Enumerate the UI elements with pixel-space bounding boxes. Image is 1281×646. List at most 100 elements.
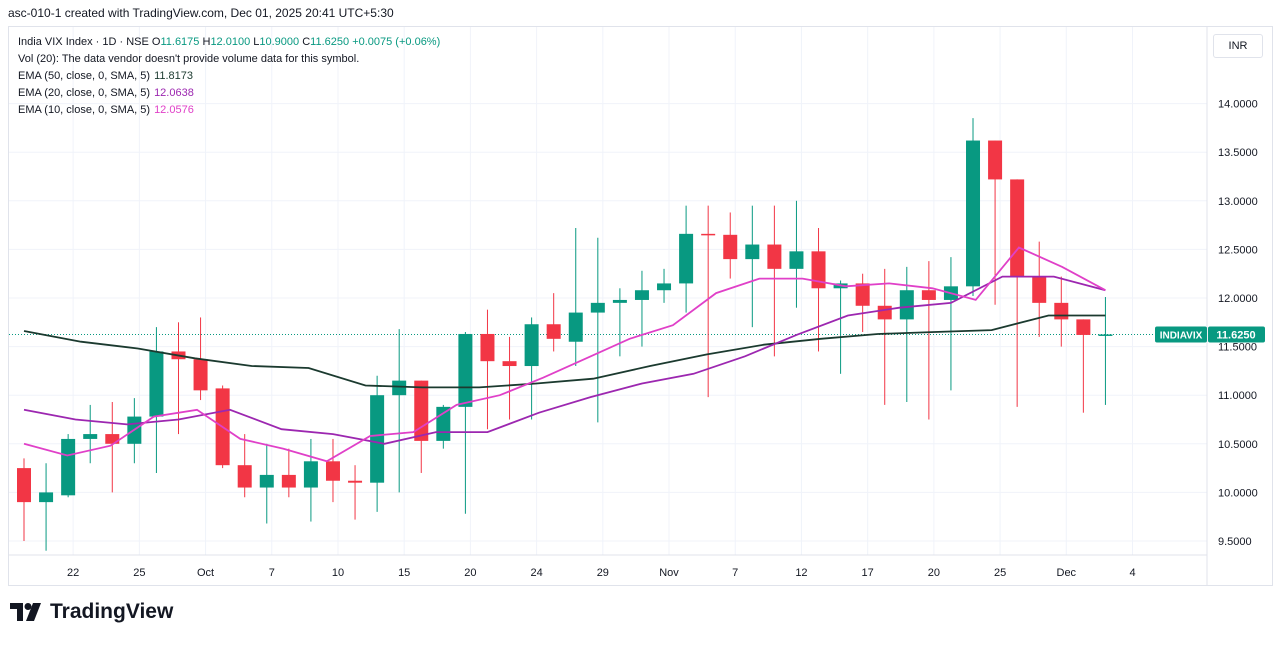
candle-body — [1054, 302, 1069, 320]
candle-body — [281, 474, 296, 488]
brand-name: TradingView — [50, 600, 174, 623]
x-tick-label: 29 — [597, 567, 609, 579]
candle-body — [1010, 179, 1025, 277]
y-tick-label: 10.5000 — [1218, 439, 1258, 451]
candle-body — [61, 438, 76, 496]
y-tick-label: 14.0000 — [1218, 99, 1258, 111]
candle-body — [39, 492, 54, 503]
candle-body — [590, 302, 605, 313]
open-value: 11.6175 — [160, 36, 200, 48]
candle-body — [370, 395, 385, 483]
ema20-row[interactable]: EMA (20, close, 0, SMA, 5) 12.0638 — [18, 85, 440, 102]
chart-pane[interactable] — [8, 26, 1273, 586]
candle-body — [877, 305, 892, 320]
candle-body — [921, 290, 936, 300]
ema50-value: 11.8173 — [154, 70, 194, 82]
volume-row[interactable]: Vol (20): The data vendor doesn't provid… — [18, 53, 360, 65]
candle-body — [524, 324, 539, 367]
symbol-row: India VIX Index · 1D · NSE O11.6175 H12.… — [18, 34, 440, 51]
candle-body — [105, 434, 120, 444]
candle-body — [1098, 334, 1113, 336]
x-tick-label: 22 — [67, 567, 79, 579]
candle-body — [193, 359, 208, 391]
ema10-label: EMA (10, close, 0, SMA, 5) — [18, 104, 151, 116]
candle-body — [392, 380, 407, 396]
low-label: L — [253, 36, 260, 48]
ema50-row[interactable]: EMA (50, close, 0, SMA, 5) 11.8173 — [18, 68, 440, 85]
x-tick-label: 12 — [795, 567, 807, 579]
candle-body — [657, 283, 672, 291]
tradingview-logo[interactable]: TradingView — [10, 600, 173, 624]
change-value: +0.0075 (+0.06%) — [352, 36, 441, 48]
candle-body — [679, 233, 694, 284]
x-tick-label: Oct — [197, 567, 214, 579]
ema10-value: 12.0576 — [154, 104, 194, 116]
candle-body — [789, 251, 804, 269]
symbol-title[interactable]: India VIX Index · 1D · NSE — [18, 36, 149, 48]
x-tick-label: 25 — [133, 567, 145, 579]
high-label: H — [202, 36, 211, 48]
y-tick-label: 11.5000 — [1218, 342, 1257, 354]
ema20-value: 12.0638 — [154, 87, 194, 99]
chart-legend: India VIX Index · 1D · NSE O11.6175 H12.… — [18, 34, 440, 119]
price-tag-value: 11.6250 — [1216, 329, 1255, 341]
candle-body — [480, 333, 495, 362]
y-tick-label: 13.5000 — [1218, 147, 1258, 159]
candle-body — [568, 312, 583, 342]
x-tick-label: Dec — [1057, 567, 1077, 579]
price-tag-value-bg — [1208, 326, 1265, 343]
candle-body — [17, 468, 31, 503]
candle-body — [83, 434, 98, 439]
candle-body — [701, 233, 716, 236]
candle-body — [303, 461, 318, 488]
ema-line — [23, 314, 1106, 389]
candle-body — [899, 290, 914, 320]
candle-body — [767, 244, 782, 269]
open-label: O — [151, 36, 161, 48]
candle-body — [745, 244, 760, 260]
candle-body — [723, 234, 738, 260]
price-tag-symbol-bg — [1155, 326, 1207, 343]
chart-attribution: asc-010-1 created with TradingView.com, … — [8, 6, 394, 20]
x-tick-label: 20 — [464, 567, 476, 579]
candle-body — [988, 140, 1003, 180]
candle-body — [634, 290, 649, 300]
x-tick-label: Nov — [659, 567, 679, 579]
y-tick-label: 12.5000 — [1218, 244, 1258, 256]
y-tick-label: 13.0000 — [1218, 196, 1258, 208]
candle-body — [1032, 276, 1047, 303]
x-tick-label: 25 — [994, 567, 1006, 579]
candle-body — [325, 461, 340, 481]
candle-body — [546, 324, 561, 339]
high-value: 12.0100 — [210, 36, 251, 48]
low-value: 10.9000 — [259, 36, 300, 48]
ema10-row[interactable]: EMA (10, close, 0, SMA, 5) 12.0576 — [18, 102, 440, 119]
y-tick-label: 10.0000 — [1218, 487, 1258, 499]
x-tick-label: 20 — [928, 567, 940, 579]
x-tick-label: 4 — [1129, 567, 1135, 579]
x-tick-label: 15 — [398, 567, 410, 579]
candle-body — [458, 333, 473, 407]
candle-body — [348, 480, 363, 483]
candle-body — [414, 380, 429, 441]
x-tick-label: 7 — [732, 567, 738, 579]
x-tick-label: 7 — [269, 567, 275, 579]
close-label: C — [302, 36, 311, 48]
candle-body — [436, 406, 451, 441]
tradingview-logo-icon — [10, 603, 41, 621]
ema-line — [23, 275, 1106, 445]
candle-body — [237, 465, 252, 488]
price-tag-symbol: INDIAVIX — [1160, 330, 1203, 341]
candle-body — [966, 140, 981, 287]
candle-body — [855, 283, 870, 306]
ema50-label: EMA (50, close, 0, SMA, 5) — [18, 70, 151, 82]
currency-button[interactable]: INR — [1213, 34, 1263, 58]
x-tick-label: 10 — [332, 567, 344, 579]
candle-body — [149, 351, 164, 417]
ema20-label: EMA (20, close, 0, SMA, 5) — [18, 87, 151, 99]
y-tick-label: 12.0000 — [1218, 293, 1258, 305]
ema-line — [23, 246, 1106, 463]
candle-body — [1076, 319, 1091, 335]
candle-body — [811, 251, 826, 289]
